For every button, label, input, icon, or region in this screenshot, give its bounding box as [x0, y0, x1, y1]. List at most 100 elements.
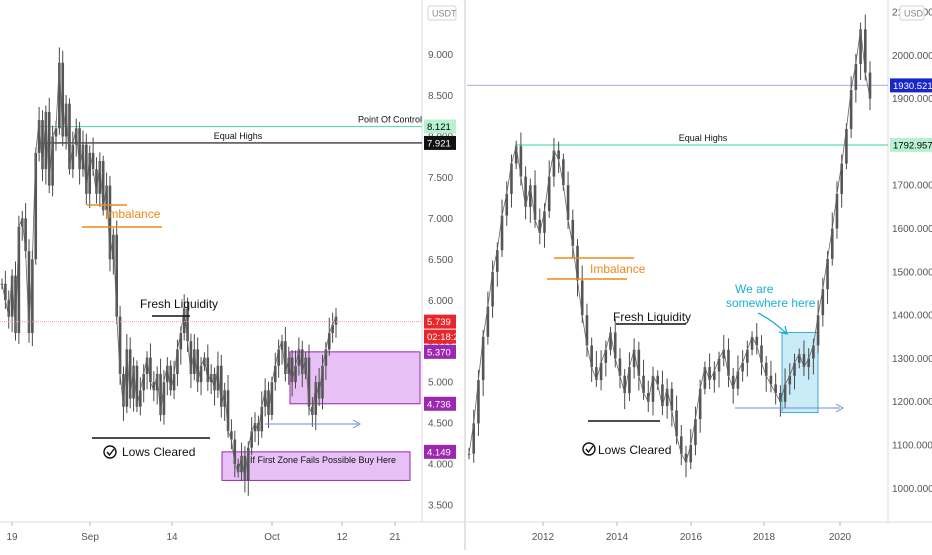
price-body	[4, 283, 7, 301]
y-tick-label: 5.000	[428, 378, 453, 389]
price-body	[859, 29, 862, 64]
price-body	[243, 455, 247, 481]
price-body	[199, 365, 203, 383]
price-body	[684, 453, 688, 463]
price-body	[334, 316, 338, 325]
price-body	[646, 393, 650, 402]
price-body	[599, 362, 603, 381]
price-body	[304, 357, 307, 374]
price-body	[280, 341, 284, 350]
price-body	[609, 332, 612, 350]
price-body	[731, 375, 735, 389]
price-body	[736, 371, 740, 389]
price-body	[108, 185, 112, 260]
y-tick-label: 1000.000	[892, 484, 932, 495]
price-body	[538, 219, 542, 233]
y-tick-label: 3.500	[428, 501, 453, 512]
price-body	[576, 245, 579, 281]
y-tick-label: 1700.000	[892, 181, 932, 192]
price-badge	[424, 135, 456, 150]
price-body	[17, 226, 21, 334]
price-body	[176, 349, 179, 374]
price-body	[642, 375, 645, 394]
price-body	[552, 150, 556, 177]
price-body	[571, 219, 575, 246]
price-body	[694, 419, 697, 446]
price-body	[486, 306, 490, 337]
price-body	[741, 362, 744, 372]
price-body	[273, 365, 277, 383]
price-body	[807, 358, 810, 368]
price-body	[152, 382, 156, 391]
y-tick-label: 1300.000	[892, 354, 932, 365]
price-body	[61, 62, 65, 137]
right-chart-panel[interactable]: Equal Highs Imbalance Fresh Liquidity Lows…	[467, 5, 932, 543]
y-tick-label: 7.000	[428, 214, 453, 225]
price-body	[566, 185, 570, 220]
y-tick-label: 1100.000	[892, 441, 932, 452]
price-badge-label: 8.121	[427, 122, 451, 133]
price-body	[41, 120, 44, 170]
price-body	[703, 367, 707, 389]
price-body	[665, 388, 669, 407]
price-body	[91, 152, 95, 170]
price-body	[746, 349, 749, 363]
price-body	[101, 161, 105, 211]
price-body	[543, 211, 546, 233]
price-badge-label: 4.149	[427, 447, 451, 458]
price-body	[112, 234, 115, 260]
price-body	[533, 185, 537, 220]
price-badge	[890, 78, 932, 93]
price-body	[209, 373, 213, 383]
price-body	[788, 375, 792, 385]
x-tick-label: 2014	[606, 532, 629, 543]
zone-box	[221, 451, 411, 481]
price-body	[226, 390, 230, 432]
price-body	[95, 169, 98, 194]
x-tick-label: Sep	[81, 532, 99, 543]
x-tick-label: 2018	[753, 532, 776, 543]
currency-box[interactable]	[899, 5, 925, 21]
price-body	[162, 382, 166, 415]
price-body	[797, 354, 801, 363]
y-tick-label: 6.500	[428, 255, 453, 266]
price-body	[132, 365, 135, 399]
price-line	[468, 29, 871, 464]
price-badge-label: 5.739	[427, 317, 451, 328]
price-body	[7, 300, 11, 317]
x-tick-label: 14	[166, 532, 178, 543]
zone-box	[781, 331, 819, 414]
price-body	[651, 375, 655, 402]
currency-box[interactable]	[427, 5, 457, 21]
price-body	[722, 349, 726, 359]
price-line	[1, 62, 337, 481]
price-body	[233, 439, 237, 465]
price-body	[623, 375, 626, 394]
price-body	[105, 185, 108, 211]
price-body	[764, 362, 768, 376]
price-body	[830, 228, 834, 259]
price-body	[774, 384, 777, 394]
price-body	[213, 373, 216, 391]
price-body	[793, 362, 796, 376]
price-body	[769, 375, 773, 385]
price-body	[562, 159, 565, 186]
price-body	[34, 152, 38, 260]
price-body	[246, 447, 250, 481]
price-body	[47, 111, 51, 186]
price-badge-label: 5.370	[427, 347, 451, 358]
price-body	[196, 349, 199, 383]
left-chart-panel[interactable]: Point Of Control Equal Highs Imbalance Fre…	[0, 5, 464, 543]
price-body	[155, 373, 159, 391]
price-body	[172, 373, 176, 391]
price-body	[311, 406, 314, 415]
price-badge-label: 4.736	[427, 399, 451, 410]
price-body	[613, 332, 617, 359]
price-body	[78, 128, 81, 170]
y-tick-label: 1900.000	[892, 94, 932, 105]
price-badge-label: 7.921	[427, 138, 451, 149]
currency-label: USD	[904, 9, 924, 19]
price-body	[98, 161, 102, 194]
price-body	[263, 390, 267, 407]
projection-arrow-head	[352, 419, 362, 429]
